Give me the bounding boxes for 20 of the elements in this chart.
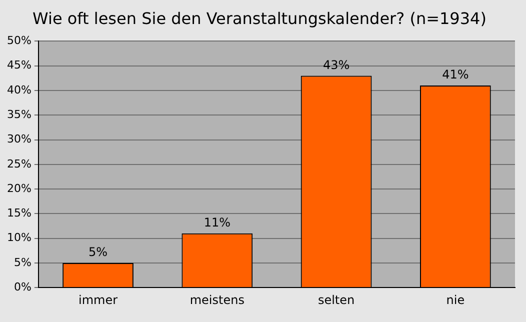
chart-title: Wie oft lesen Sie den Veranstaltungskalender? (n=1934)	[32, 8, 486, 28]
x-tick-label: meistens	[190, 292, 244, 307]
y-tick-label: 35%	[6, 108, 32, 121]
y-tick-label: 10%	[6, 231, 32, 244]
x-tick-label: immer	[78, 292, 118, 307]
y-tick-label: 40%	[6, 83, 32, 96]
y-tick-label: 30%	[6, 132, 32, 146]
x-tick-label: nie	[446, 292, 465, 307]
y-tick-label: 0%	[14, 280, 32, 294]
data-label: 5%	[88, 245, 108, 260]
y-tick-label: 45%	[6, 58, 32, 72]
y-tick-label: 50%	[6, 34, 32, 48]
x-tick-label: selten	[318, 292, 355, 307]
y-tick-label: 25%	[6, 157, 32, 170]
data-label: 11%	[204, 216, 230, 230]
data-label: 43%	[322, 58, 350, 72]
data-label: 41%	[442, 68, 469, 82]
y-tick-label: 5%	[14, 256, 32, 269]
y-tick-label: 15%	[6, 206, 32, 220]
y-tick-label: 20%	[6, 182, 32, 195]
